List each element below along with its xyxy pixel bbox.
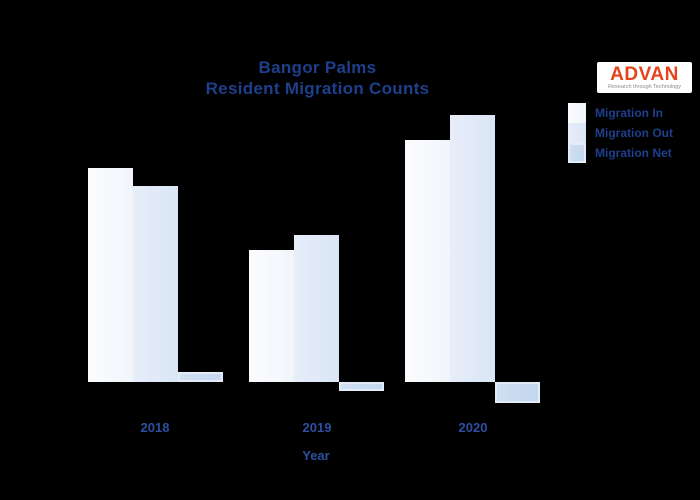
chart-title-line2: Resident Migration Counts xyxy=(205,79,430,98)
bar-migration-in-2019 xyxy=(249,250,294,382)
x-axis-title: Year xyxy=(302,448,330,463)
x-tick-label-2018: 2018 xyxy=(140,420,170,435)
chart-title: Bangor Palms Resident Migration Counts xyxy=(110,57,525,99)
bar-migration-out-2018 xyxy=(133,186,178,382)
legend-item-migration-out: Migration Out xyxy=(568,123,673,143)
bar-migration-net-2019 xyxy=(339,382,384,391)
bar-migration-out-2020 xyxy=(450,115,495,382)
advan-logo-tagline: Research through Technology xyxy=(608,83,681,90)
bar-migration-net-2018 xyxy=(178,372,223,382)
legend-label-migration-net: Migration Net xyxy=(595,146,672,160)
advan-logo-text: ADVAN xyxy=(610,63,679,85)
bar-migration-in-2020 xyxy=(405,140,450,382)
legend-item-migration-in: Migration In xyxy=(568,103,673,123)
legend: Migration In Migration Out Migration Net xyxy=(568,103,673,163)
legend-label-migration-in: Migration In xyxy=(595,106,663,120)
bar-migration-in-2018 xyxy=(88,168,133,382)
bar-migration-out-2019 xyxy=(294,235,339,382)
legend-swatch-migration-in xyxy=(568,103,586,123)
x-tick-label-2020: 2020 xyxy=(458,420,488,435)
legend-label-migration-out: Migration Out xyxy=(595,126,673,140)
legend-swatch-migration-net xyxy=(568,143,586,163)
advan-logo: ADVAN Research through Technology xyxy=(597,62,692,93)
legend-item-migration-net: Migration Net xyxy=(568,143,673,163)
x-tick-label-2019: 2019 xyxy=(302,420,332,435)
bar-migration-net-2020 xyxy=(495,382,540,403)
legend-swatch-migration-out xyxy=(568,123,586,143)
chart-title-line1: Bangor Palms xyxy=(258,58,377,77)
